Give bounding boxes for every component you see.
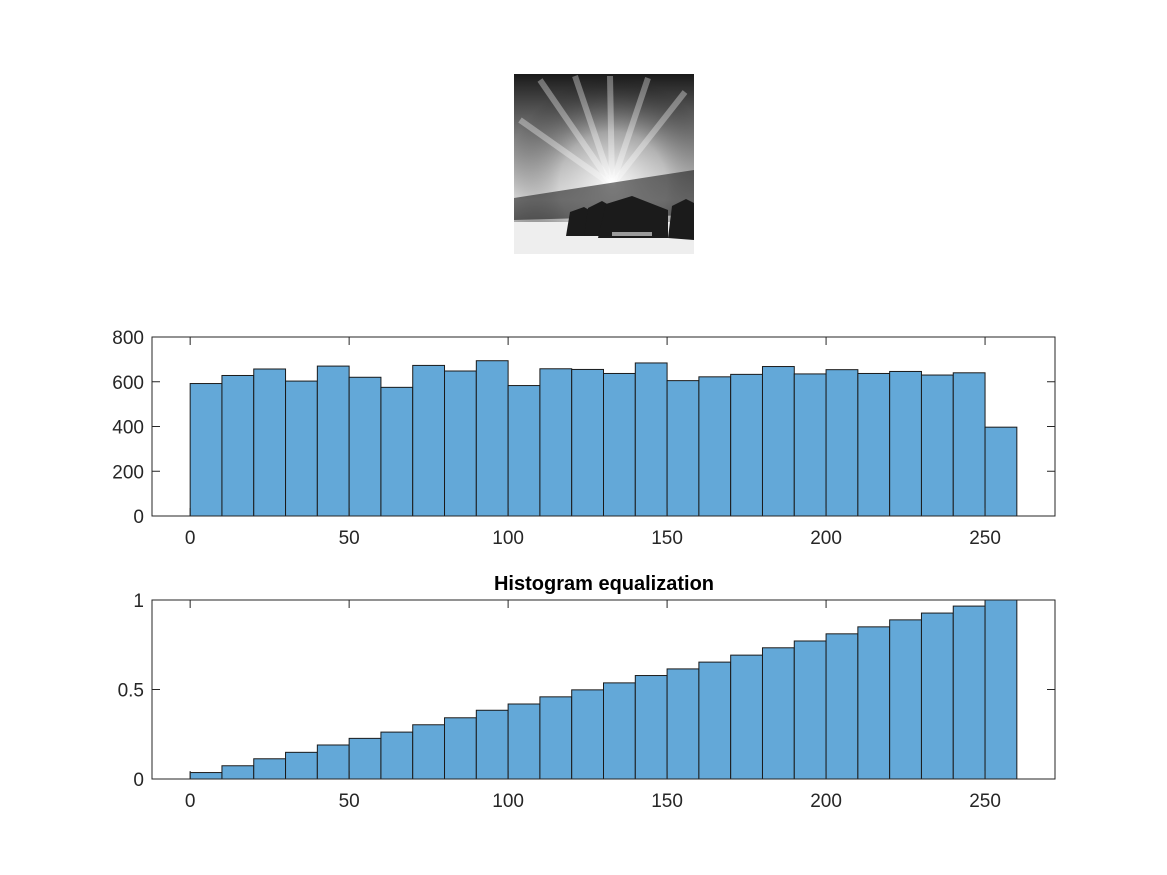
bar bbox=[603, 372, 636, 517]
chart1-bars bbox=[189, 360, 1018, 517]
x-tick-label: 200 bbox=[810, 528, 842, 549]
chart2-title: Histogram equalization bbox=[494, 573, 714, 595]
x-tick-label: 100 bbox=[492, 528, 524, 549]
x-tick-label: 150 bbox=[651, 791, 683, 812]
bar bbox=[666, 668, 700, 780]
bar bbox=[889, 619, 922, 780]
bar bbox=[444, 370, 477, 517]
bar bbox=[253, 758, 287, 780]
bar bbox=[666, 380, 700, 517]
y-tick-label: 400 bbox=[112, 418, 144, 439]
bar bbox=[571, 689, 604, 780]
y-tick-label: 200 bbox=[112, 462, 144, 483]
bar bbox=[761, 366, 795, 517]
x-tick-label: 100 bbox=[492, 791, 524, 812]
bar bbox=[539, 696, 573, 780]
y-tick-label: 800 bbox=[112, 328, 144, 349]
bar bbox=[603, 682, 636, 780]
bar bbox=[285, 380, 318, 517]
bar bbox=[634, 675, 668, 780]
x-tick-label: 50 bbox=[339, 528, 360, 549]
bar bbox=[952, 605, 986, 780]
bar bbox=[189, 772, 223, 780]
bar bbox=[761, 647, 795, 780]
chart2-ticks: 0 50 100 150 200 250 0 0.5 1 bbox=[118, 591, 1055, 812]
bar bbox=[857, 372, 891, 517]
bar bbox=[920, 374, 954, 517]
bar bbox=[475, 709, 509, 780]
y-tick-label: 600 bbox=[112, 373, 144, 394]
bar bbox=[380, 731, 414, 780]
photo-image bbox=[514, 74, 694, 254]
bar bbox=[825, 369, 859, 517]
bar bbox=[698, 661, 732, 780]
chart1-ticks: 0 50 100 150 200 250 0 200 400 600 800 bbox=[112, 328, 1055, 549]
bar bbox=[221, 374, 255, 517]
y-tick-label: 0.5 bbox=[118, 681, 144, 702]
x-tick-label: 250 bbox=[969, 528, 1001, 549]
x-tick-label: 50 bbox=[339, 791, 360, 812]
x-tick-label: 0 bbox=[185, 528, 196, 549]
bar bbox=[444, 717, 477, 780]
bar bbox=[189, 383, 223, 517]
bar bbox=[698, 376, 732, 517]
chart2-bars bbox=[189, 599, 1018, 780]
bar bbox=[507, 385, 541, 517]
x-tick-label: 250 bbox=[969, 791, 1001, 812]
bar bbox=[825, 633, 859, 780]
bar bbox=[539, 368, 573, 517]
bar bbox=[316, 744, 350, 780]
bar bbox=[253, 368, 287, 517]
bar bbox=[380, 386, 414, 517]
bar bbox=[793, 640, 827, 780]
y-tick-label: 1 bbox=[133, 591, 144, 612]
bar bbox=[730, 654, 763, 780]
bar bbox=[952, 372, 986, 517]
bar bbox=[730, 373, 763, 517]
x-tick-label: 200 bbox=[810, 791, 842, 812]
bar bbox=[571, 368, 604, 517]
x-tick-label: 0 bbox=[185, 791, 196, 812]
bar bbox=[889, 370, 922, 517]
bar bbox=[984, 426, 1018, 517]
equalization-chart: Histogram equalization 0 50 100 150 200 25000… bbox=[118, 573, 1056, 812]
bar bbox=[221, 765, 255, 780]
bar bbox=[507, 703, 541, 780]
bar bbox=[285, 751, 318, 780]
bar bbox=[920, 612, 954, 780]
bar bbox=[857, 626, 891, 780]
bar bbox=[348, 376, 382, 517]
y-tick-label: 0 bbox=[133, 770, 144, 791]
bar bbox=[984, 599, 1018, 780]
bar bbox=[793, 373, 827, 517]
bar bbox=[475, 360, 509, 517]
bar bbox=[316, 365, 350, 517]
y-tick-label: 0 bbox=[133, 507, 144, 528]
bar bbox=[412, 724, 446, 780]
bar bbox=[634, 362, 668, 517]
bar bbox=[412, 364, 446, 517]
histogram-chart: 0 50 100 150 200 250 0 200 400 600 800 bbox=[112, 328, 1056, 549]
bar bbox=[348, 737, 382, 780]
x-tick-label: 150 bbox=[651, 528, 683, 549]
